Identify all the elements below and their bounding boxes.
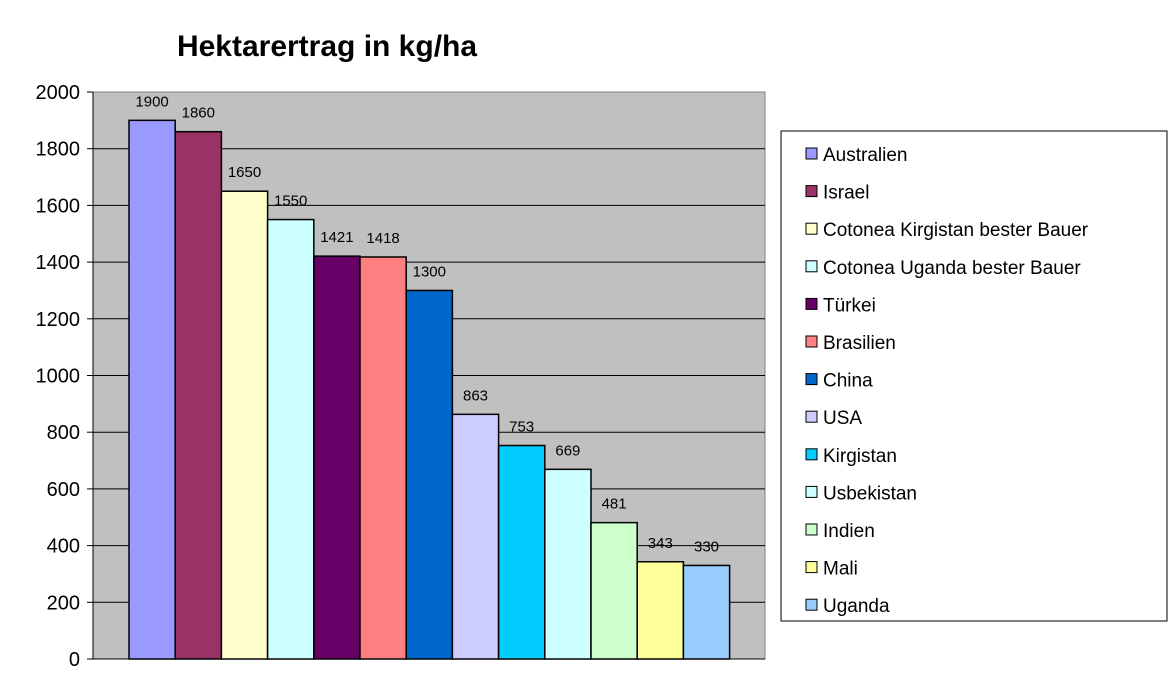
- legend-swatch: [805, 598, 818, 611]
- y-tick-label: 1000: [36, 366, 81, 388]
- legend-entry: Cotonea Uganda bester Bauer: [823, 258, 1081, 279]
- legend-entry: Türkei: [823, 295, 876, 316]
- bar: [128, 119, 176, 660]
- data-label: 753: [509, 419, 534, 436]
- legend-swatch: [805, 260, 818, 273]
- bar: [590, 521, 638, 660]
- data-label: 863: [463, 387, 488, 404]
- legend-entry: Usbekistan: [823, 483, 917, 504]
- legend-swatch: [805, 222, 818, 235]
- legend-swatch: [805, 147, 818, 160]
- legend-swatch: [805, 185, 818, 198]
- legend-entry: Mali: [823, 559, 858, 580]
- data-label: 343: [648, 535, 673, 552]
- legend-box: [780, 130, 1168, 622]
- data-label: 481: [602, 496, 627, 513]
- bar: [497, 444, 546, 660]
- y-tick-label: 2000: [36, 82, 81, 104]
- bar: [544, 468, 592, 660]
- data-label: 1860: [182, 105, 215, 122]
- y-axis: 0 200 400 600 800 1000 1200 1400 1600 1800 2000: [36, 82, 765, 671]
- y-tick-label: 1800: [36, 139, 81, 161]
- chart-title: Hektarertrag in kg/ha: [177, 30, 477, 63]
- legend-entry: Brasilien: [823, 333, 896, 354]
- data-label: 669: [555, 442, 580, 459]
- data-label: 1300: [413, 263, 446, 280]
- legend: Australien Israel Cotonea Kirgistan bester…: [780, 130, 1168, 622]
- legend-swatch: [805, 335, 818, 348]
- bar: [359, 256, 407, 660]
- data-label: 1418: [366, 230, 399, 247]
- bar: [220, 190, 269, 660]
- y-tick-label: 800: [47, 422, 80, 444]
- legend-entry: USA: [823, 408, 862, 429]
- bar: [451, 413, 500, 660]
- legend-swatch: [805, 523, 818, 536]
- y-tick-label: 1400: [36, 252, 81, 274]
- data-label: 1550: [274, 193, 307, 210]
- legend-swatch: [805, 448, 818, 461]
- legend-swatch: [805, 485, 818, 498]
- legend-entry: Uganda: [823, 596, 890, 617]
- y-tick-label: 0: [69, 649, 80, 671]
- bar: [174, 130, 223, 660]
- y-tick-label: 1200: [36, 309, 81, 331]
- legend-entry: China: [823, 371, 873, 392]
- y-tick-label: 400: [47, 536, 80, 558]
- bar: [636, 561, 685, 660]
- y-tick-label: 1600: [36, 195, 81, 217]
- legend-swatch: [805, 373, 818, 386]
- legend-entry: Cotonea Kirgistan bester Bauer: [823, 220, 1089, 241]
- legend-entry: Australien: [823, 145, 908, 166]
- legend-swatch: [805, 410, 818, 423]
- y-tick-label: 600: [47, 479, 80, 501]
- legend-entry: Kirgistan: [823, 446, 897, 467]
- bar: [266, 218, 315, 660]
- data-label: 330: [694, 538, 719, 555]
- legend-swatch: [805, 297, 818, 310]
- bar: [405, 289, 454, 660]
- legend-entry: Israel: [823, 183, 869, 204]
- bars: [128, 119, 731, 660]
- data-label: 1650: [228, 164, 261, 181]
- bar: [682, 564, 731, 660]
- legend-swatch: [805, 561, 818, 574]
- legend-entry: Indien: [823, 521, 875, 542]
- data-labels: 1900 1860 1650 1550 1421 1418 1300 863 753 669 481…: [135, 93, 719, 555]
- data-label: 1900: [135, 93, 168, 110]
- bar: [313, 255, 361, 660]
- data-label: 1421: [320, 229, 353, 246]
- y-tick-label: 200: [47, 592, 80, 614]
